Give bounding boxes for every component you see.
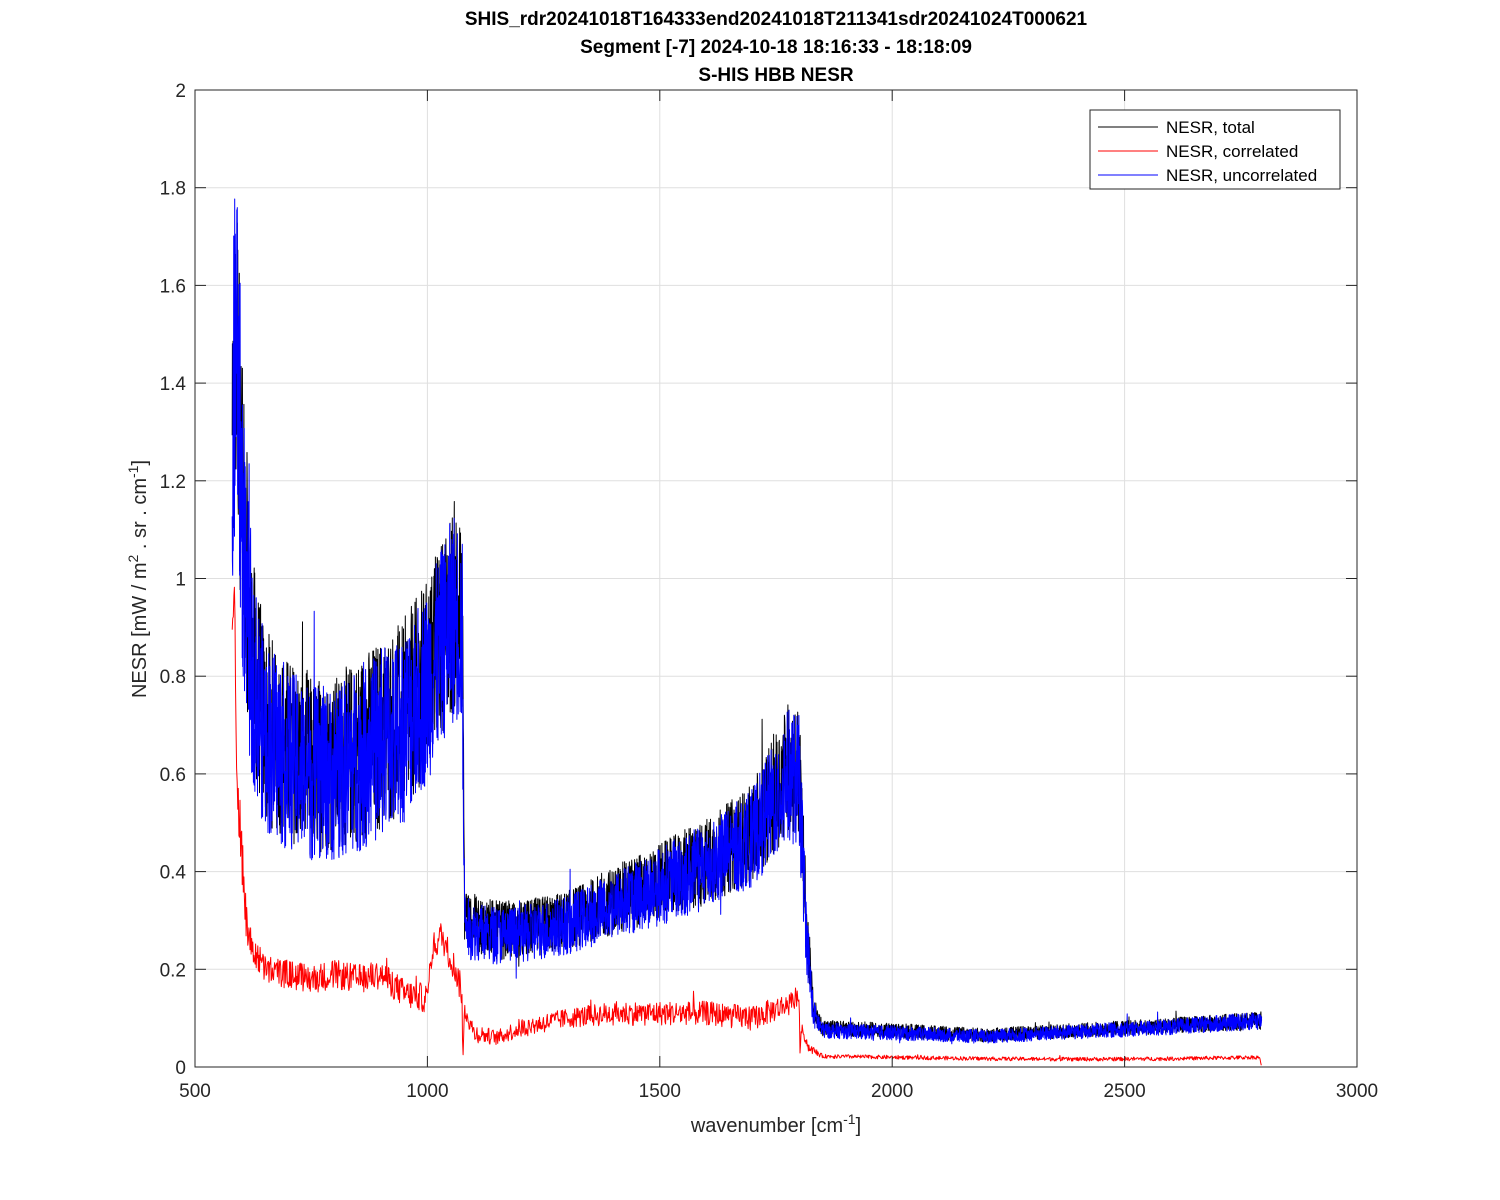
y-tick-label: 2 bbox=[175, 81, 186, 102]
legend-label-correlated: NESR, correlated bbox=[1166, 142, 1298, 161]
x-axis-label-text: wavenumber [cm bbox=[690, 1115, 843, 1137]
x-tick-label: 2000 bbox=[871, 1081, 913, 1102]
y-tick-label: 0 bbox=[175, 1058, 186, 1079]
y-tick-label: 1.2 bbox=[160, 472, 186, 493]
x-axis-label-superscript: -1 bbox=[843, 1111, 856, 1127]
x-axis-label-close: ] bbox=[856, 1115, 862, 1137]
x-tick-label: 2500 bbox=[1103, 1081, 1145, 1102]
title-line-3: S-HIS HBB NESR bbox=[698, 65, 853, 86]
legend-label-uncorrelated: NESR, uncorrelated bbox=[1166, 166, 1317, 185]
y-axis-label-text-1: NESR [mW / m bbox=[129, 562, 151, 698]
y-tick-label: 1.6 bbox=[160, 276, 186, 297]
legend-box bbox=[1089, 109, 1341, 190]
y-tick-label: 0.2 bbox=[160, 960, 186, 981]
y-tick-label: 0.6 bbox=[160, 765, 186, 786]
series-layer bbox=[231, 198, 1263, 1066]
y-axis-label-superscript-1: 2 bbox=[125, 554, 141, 562]
series-line-uncorrelated bbox=[231, 198, 1263, 1045]
x-axis-label: wavenumber [cm-1] bbox=[690, 1111, 861, 1137]
legend-label-total: NESR, total bbox=[1166, 118, 1255, 137]
y-axis-label: NESR [mW / m2 . sr . cm-1] bbox=[125, 460, 151, 698]
y-tick-label: 0.4 bbox=[160, 863, 187, 884]
y-tick-label: 1.8 bbox=[160, 179, 186, 200]
x-tick-label: 500 bbox=[179, 1081, 211, 1102]
title-line-2: Segment [-7] 2024-10-18 18:16:33 - 18:18… bbox=[580, 37, 972, 58]
x-tick-label: 1000 bbox=[406, 1081, 448, 1102]
y-tick-label: 1.4 bbox=[160, 374, 187, 395]
title-line-1: SHIS_rdr20241018T164333end20241018T21134… bbox=[465, 9, 1088, 30]
y-axis-label-close: ] bbox=[129, 460, 151, 466]
ticks: 500 1000 1500 2000 2500 3000 0 0.2 0.4 0.6 0.8 1 1.2… bbox=[160, 81, 1379, 1102]
legend: NESR, total NESR, correlated NESR, uncor… bbox=[1089, 109, 1341, 190]
y-tick-label: 0.8 bbox=[160, 667, 186, 688]
y-axis-label-text-2: . sr . cm bbox=[129, 478, 151, 555]
y-axis-label-superscript-2: -1 bbox=[125, 465, 141, 478]
series-line-correlated bbox=[231, 586, 1262, 1066]
x-tick-label: 1500 bbox=[639, 1081, 681, 1102]
x-tick-label: 3000 bbox=[1336, 1081, 1378, 1102]
y-tick-label: 1 bbox=[175, 570, 186, 591]
chart-title: SHIS_rdr20241018T164333end20241018T21134… bbox=[465, 9, 1088, 86]
